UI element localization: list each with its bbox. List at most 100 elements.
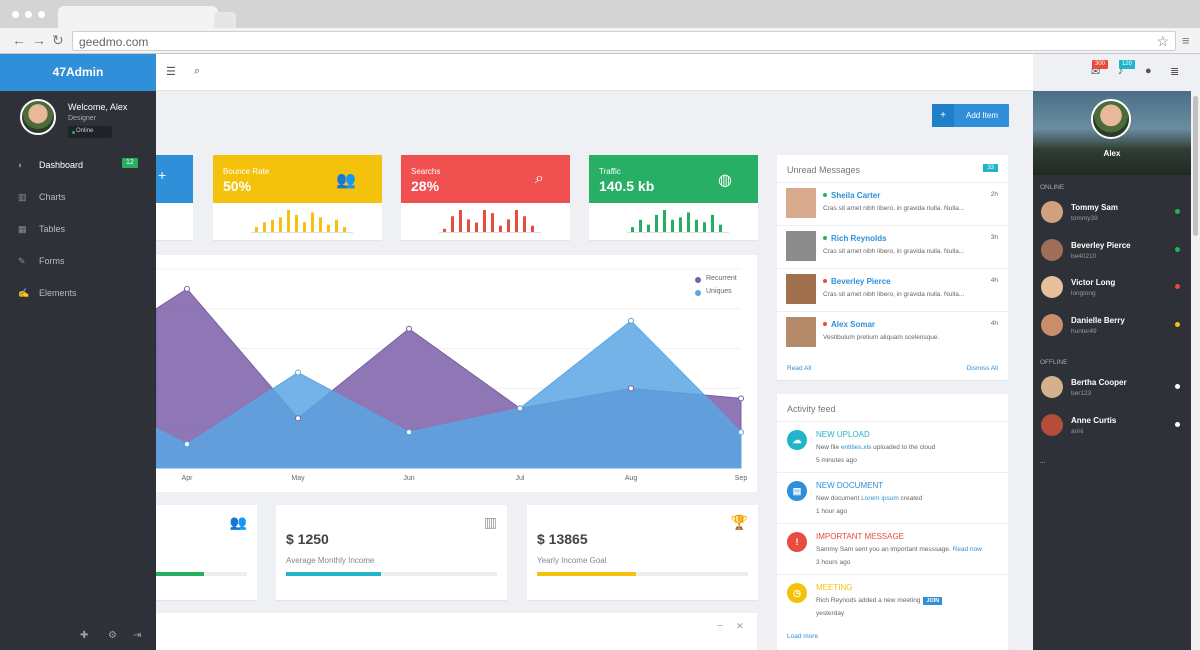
spark-bar	[475, 222, 478, 232]
sender-name[interactable]: Alex Somar	[831, 320, 876, 329]
contact-item[interactable]: Danielle Berry hunter49	[1033, 309, 1191, 346]
users-stat-card: 👥	[156, 505, 257, 600]
activity-link[interactable]: entities.xls	[840, 444, 872, 451]
activity-link[interactable]: Lorem ipsum	[861, 495, 899, 502]
data-point-uniques[interactable]	[628, 317, 634, 324]
spark-bar	[483, 210, 486, 232]
legend-item[interactable]: Uniques	[695, 288, 737, 301]
data-point-uniques[interactable]	[517, 405, 523, 412]
more-contacts[interactable]: ...	[1040, 458, 1046, 465]
browser-menu-icon[interactable]: ≡	[1182, 33, 1190, 48]
sidebar-item-tables[interactable]: ▦ Tables	[0, 213, 156, 245]
sidebar-item-dashboard[interactable]: ◐ Dashboard 12	[0, 149, 156, 181]
data-point-recurrent[interactable]	[406, 325, 412, 332]
contact-item[interactable]: Tommy Sam tommy39	[1033, 196, 1191, 233]
logout-icon[interactable]: ⇥	[133, 630, 142, 641]
contact-name: Beverley Pierce	[1071, 240, 1131, 250]
reload-icon[interactable]: ↻	[52, 32, 64, 48]
search-icon[interactable]: ⌕	[194, 65, 201, 77]
add-user-icon[interactable]: ✚	[80, 630, 89, 641]
sidebar-item-forms[interactable]: ✎ Forms	[0, 245, 156, 277]
mail-icon[interactable]: ✉	[1091, 66, 1101, 78]
forward-icon[interactable]: →	[32, 32, 46, 48]
data-point-recurrent[interactable]	[184, 285, 190, 292]
bell-icon[interactable]: ♪	[1118, 65, 1124, 77]
add-item-label: Add Item	[966, 111, 999, 120]
avatar[interactable]	[1091, 99, 1131, 139]
chat-toggle-icon[interactable]: ≣	[1170, 66, 1180, 78]
bookmark-star-icon[interactable]: ☆	[1156, 33, 1169, 49]
panel-title: Unread Messages	[787, 165, 861, 175]
sender-name[interactable]: Rich Reynolds	[831, 234, 887, 243]
activity-link[interactable]: Read now	[952, 546, 982, 553]
progress-track	[537, 572, 748, 576]
income-value: $ 13865	[537, 531, 588, 547]
edit-icon: ✎	[18, 256, 26, 266]
data-point-uniques[interactable]	[295, 369, 301, 376]
income-value: $ 1250	[286, 531, 329, 547]
gear-icon[interactable]: ⚙	[108, 630, 117, 641]
window-controls[interactable]	[12, 11, 45, 18]
close-icon[interactable]: ✕	[736, 621, 744, 631]
data-point-recurrent[interactable]	[738, 395, 744, 402]
user-profile: Welcome, Alex Designer Online	[0, 91, 156, 146]
activity-time: 5 minutes ago	[816, 457, 857, 464]
add-item-button[interactable]: + Add Item	[932, 104, 1009, 127]
profile-name: Alex	[1103, 149, 1121, 158]
contact-item[interactable]: Beverley Pierce be40210	[1033, 234, 1191, 271]
status-dot	[1175, 209, 1180, 214]
message-preview: Vestibulum pretium aliquam scelerisque.	[823, 334, 940, 341]
menu-toggle-icon[interactable]: ☰	[166, 66, 176, 78]
data-point-recurrent[interactable]	[295, 415, 301, 422]
activity-icon: ◷	[787, 583, 807, 603]
sender-name[interactable]: Sheila Carter	[831, 191, 881, 200]
minimize-icon[interactable]: −	[717, 621, 723, 632]
contact-name: Tommy Sam	[1071, 203, 1118, 212]
message-item[interactable]: Rich Reynolds Cras sit amet nibh libero, …	[777, 225, 1008, 268]
spark-bar	[255, 227, 258, 232]
data-point-uniques[interactable]	[184, 441, 190, 448]
load-more-link[interactable]: Load more	[787, 633, 819, 640]
data-point-uniques[interactable]	[406, 429, 412, 436]
avatar[interactable]	[20, 99, 56, 135]
back-icon[interactable]: ←	[12, 32, 26, 48]
dismiss-all-link[interactable]: Dismiss All	[966, 365, 998, 372]
sidebar-item-charts[interactable]: ▥ Charts	[0, 181, 156, 213]
legend-item[interactable]: Recurrent	[695, 275, 737, 288]
contact-item[interactable]: Anne Curtis anni	[1033, 409, 1191, 446]
user-icon[interactable]: ●	[1145, 65, 1152, 77]
sender-name[interactable]: Beverley Pierce	[831, 277, 891, 286]
status-dot	[823, 322, 827, 326]
activity-text: Sammy Sam sent you an important messsage…	[816, 546, 953, 553]
browser-tab[interactable]	[58, 6, 218, 28]
address-bar[interactable]: geedmo.com ☆	[72, 31, 1176, 51]
page-scrollbar[interactable]	[1191, 91, 1200, 650]
message-item[interactable]: Alex Somar Vestibulum pretium aliquam sce…	[777, 311, 1008, 354]
message-item[interactable]: Beverley Pierce Cras sit amet nibh libero…	[777, 268, 1008, 311]
brand-logo[interactable]: 47Admin	[0, 54, 156, 91]
message-item[interactable]: Sheila Carter Cras sit amet nibh libero, …	[777, 182, 1008, 225]
avatar	[786, 317, 816, 347]
status-dot	[1175, 246, 1180, 252]
sidebar-item-label: Forms	[39, 256, 65, 266]
contact-item[interactable]: Victor Long longlong	[1033, 271, 1191, 308]
stat-value: 50%	[223, 178, 252, 194]
sidebar-item-elements[interactable]: ✍ Elements	[0, 277, 156, 309]
new-tab-button[interactable]	[214, 12, 236, 28]
sidebar-item-label: Dashboard	[39, 160, 84, 170]
message-preview: Cras sit amet nibh libero, in gravida nu…	[823, 291, 965, 298]
data-point-uniques[interactable]	[738, 429, 744, 436]
spark-bar	[263, 222, 266, 232]
message-preview: Cras sit amet nibh libero, in gravida nu…	[823, 248, 965, 255]
contact-item[interactable]: Bertha Cooper ber123	[1033, 371, 1191, 408]
read-all-link[interactable]: Read All	[787, 365, 812, 372]
activity-description: Rich Reynods added a new meeting JOIN	[816, 597, 943, 605]
table-icon: ▦	[18, 224, 27, 234]
count-badge: 12	[122, 158, 138, 168]
join-button[interactable]: JOIN	[923, 597, 943, 605]
spark-bar	[631, 227, 634, 232]
activity-icon: ▤	[787, 481, 807, 501]
x-tick-label: Aug	[625, 475, 638, 482]
progress-track	[286, 572, 497, 576]
data-point-recurrent[interactable]	[628, 385, 634, 392]
